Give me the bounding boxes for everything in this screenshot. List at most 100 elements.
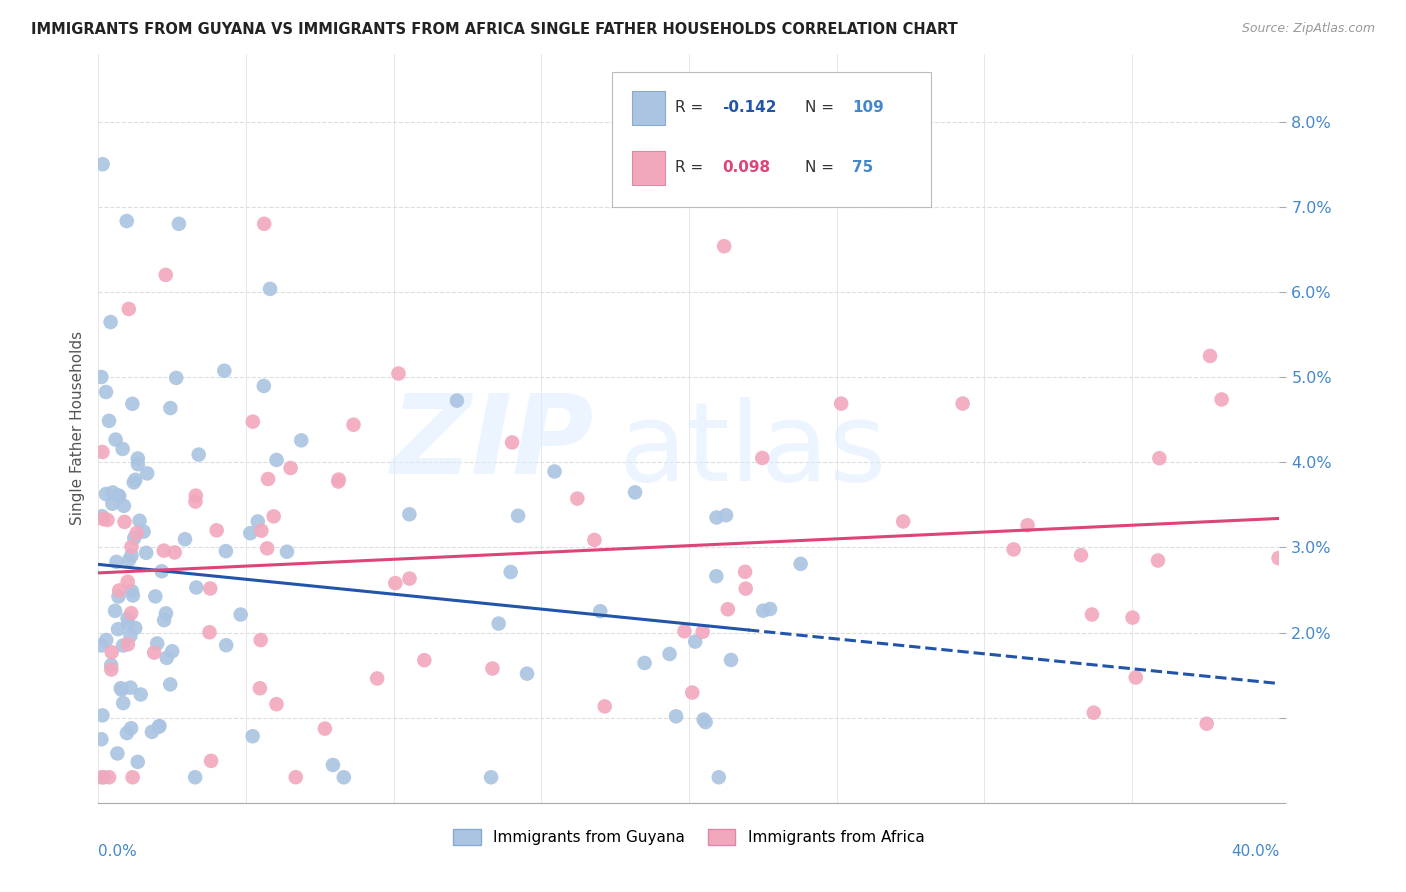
Point: [90, 370, 112, 384]
Point: [128, 514, 150, 528]
Point: [713, 239, 735, 253]
Point: [384, 576, 406, 591]
Point: [91, 157, 114, 171]
FancyBboxPatch shape: [633, 91, 665, 125]
Point: [1083, 706, 1105, 720]
Text: R =: R =: [675, 100, 707, 115]
Point: [266, 453, 288, 467]
Point: [121, 549, 143, 563]
Point: [91, 509, 114, 524]
Point: [683, 634, 706, 648]
Point: [150, 564, 173, 578]
Point: [156, 651, 179, 665]
Point: [125, 526, 148, 541]
Point: [153, 613, 176, 627]
Point: [141, 724, 163, 739]
Point: [120, 629, 142, 643]
Point: [184, 489, 207, 503]
Point: [165, 371, 187, 385]
Point: [110, 682, 132, 697]
Point: [143, 590, 166, 604]
Point: [120, 681, 142, 695]
Point: [952, 396, 974, 410]
Point: [280, 461, 302, 475]
Point: [91, 445, 114, 459]
Point: [516, 666, 538, 681]
Point: [187, 448, 209, 462]
Point: [481, 661, 503, 675]
Point: [1267, 551, 1289, 566]
Point: [759, 602, 782, 616]
Point: [159, 401, 181, 415]
Text: N =: N =: [804, 100, 838, 115]
Point: [1070, 548, 1092, 562]
Point: [1081, 607, 1104, 622]
Point: [242, 415, 264, 429]
Point: [366, 672, 388, 686]
Point: [413, 653, 436, 667]
Point: [155, 607, 177, 621]
Point: [100, 645, 122, 659]
Point: [90, 639, 112, 653]
Point: [734, 582, 756, 596]
Point: [1125, 671, 1147, 685]
Point: [167, 217, 190, 231]
Point: [146, 636, 169, 650]
Point: [107, 590, 129, 604]
Point: [256, 541, 278, 556]
Point: [117, 574, 139, 589]
Point: [704, 569, 727, 583]
Legend: Immigrants from Guyana, Immigrants from Africa: Immigrants from Guyana, Immigrants from …: [447, 823, 931, 851]
Text: Source: ZipAtlas.com: Source: ZipAtlas.com: [1241, 22, 1375, 36]
Point: [122, 475, 145, 490]
Point: [720, 653, 742, 667]
Point: [249, 681, 271, 696]
Point: [135, 546, 157, 560]
Point: [108, 489, 131, 503]
Point: [1147, 553, 1170, 567]
Point: [789, 557, 811, 571]
Point: [198, 625, 221, 640]
Point: [1149, 451, 1171, 466]
Point: [276, 545, 298, 559]
Point: [159, 677, 181, 691]
Point: [589, 604, 612, 618]
Point: [90, 732, 112, 747]
Point: [717, 602, 740, 616]
Point: [593, 699, 616, 714]
Point: [263, 509, 285, 524]
Point: [253, 217, 276, 231]
Point: [108, 583, 131, 598]
Point: [127, 451, 149, 466]
Point: [120, 606, 142, 620]
Point: [127, 755, 149, 769]
Point: [1195, 716, 1218, 731]
Point: [506, 508, 529, 523]
Point: [121, 584, 143, 599]
Point: [499, 565, 522, 579]
Point: [328, 475, 350, 489]
Point: [751, 450, 773, 465]
Point: [681, 685, 703, 699]
Point: [215, 638, 238, 652]
Point: [1211, 392, 1233, 407]
Point: [121, 770, 143, 784]
Point: [107, 488, 129, 502]
Point: [96, 632, 118, 647]
Point: [155, 268, 177, 282]
Point: [752, 604, 775, 618]
FancyBboxPatch shape: [633, 151, 665, 185]
Point: [117, 616, 139, 631]
Point: [104, 604, 127, 618]
Point: [111, 442, 134, 456]
Point: [100, 658, 122, 673]
Point: [111, 639, 134, 653]
Point: [200, 754, 222, 768]
Point: [250, 524, 273, 538]
Point: [93, 770, 115, 784]
Text: ZIP: ZIP: [391, 390, 595, 497]
Text: IMMIGRANTS FROM GUYANA VS IMMIGRANTS FROM AFRICA SINGLE FATHER HOUSEHOLDS CORREL: IMMIGRANTS FROM GUYANA VS IMMIGRANTS FRO…: [31, 22, 957, 37]
Point: [115, 214, 138, 228]
Point: [160, 644, 183, 658]
Point: [124, 531, 146, 545]
